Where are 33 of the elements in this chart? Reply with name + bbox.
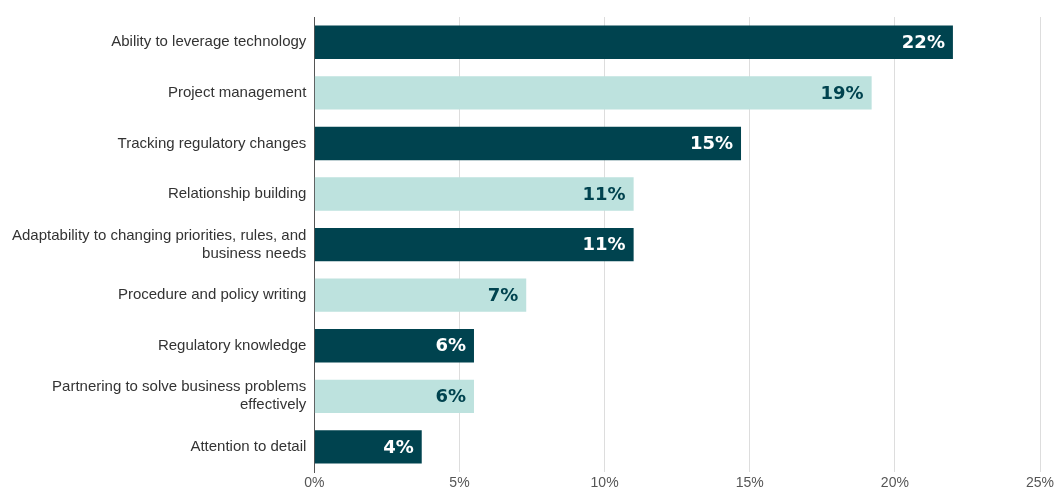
data-label: 11% <box>582 182 626 204</box>
bar <box>314 227 634 262</box>
x-tick-label: 15% <box>735 474 764 491</box>
data-label: 19% <box>820 81 864 103</box>
y-tick-label: Ability to leverage technology <box>111 32 307 50</box>
y-tick-label: Adaptability to changing priorities, rules, and business needs <box>11 225 307 261</box>
bar <box>314 76 872 110</box>
y-tick-label: Procedure and policy writing <box>117 285 307 303</box>
y-tick-label: Regulatory knowledge <box>157 335 307 353</box>
data-label: 6% <box>435 385 466 407</box>
data-label: 15% <box>689 132 734 154</box>
bar <box>314 329 474 363</box>
bar <box>314 278 527 312</box>
data-label: 11% <box>582 233 626 255</box>
data-label: 22% <box>901 30 945 52</box>
bar <box>314 177 634 211</box>
y-tick-label: Tracking regulatory changes <box>117 133 307 151</box>
x-tick-label: 5% <box>449 474 470 491</box>
bar <box>314 126 742 161</box>
x-tick-label: 0% <box>304 474 325 491</box>
data-label: 7% <box>487 283 519 305</box>
data-label: 4% <box>383 435 414 457</box>
bar <box>314 379 474 414</box>
bar <box>314 25 953 59</box>
x-tick-label: 10% <box>590 474 619 491</box>
bar <box>314 430 422 464</box>
y-tick-label: Relationship building <box>167 184 307 202</box>
y-tick-label: Project management <box>167 83 308 101</box>
y-tick-label: Attention to detail <box>190 437 307 455</box>
y-tick-label: Partnering to solve business problems effectively <box>52 377 307 413</box>
x-tick-label: 20% <box>880 474 909 491</box>
data-label: 6% <box>435 334 466 356</box>
x-tick-label: 25% <box>1025 474 1055 491</box>
